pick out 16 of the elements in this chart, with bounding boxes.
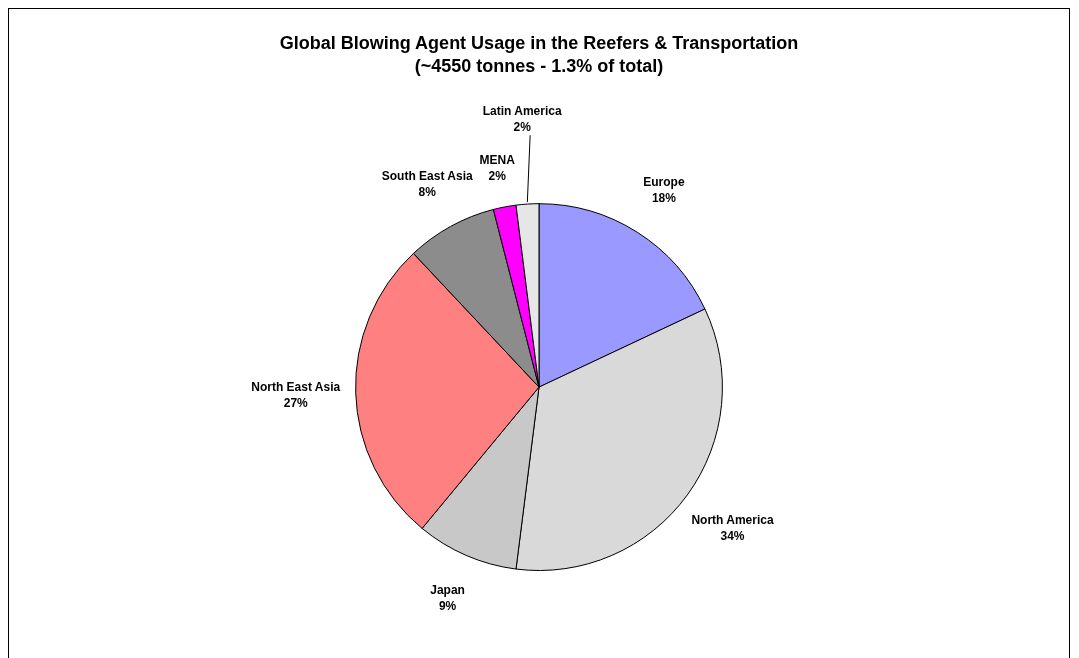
chart-title: Global Blowing Agent Usage in the Reefers & Transportation bbox=[279, 32, 799, 53]
slice-label: Japan bbox=[430, 583, 465, 598]
slice-label: MENA bbox=[479, 152, 516, 167]
data-label: 9% bbox=[438, 599, 457, 614]
data-label: 34% bbox=[720, 528, 745, 543]
data-label: 2% bbox=[488, 168, 507, 183]
chart-subtitle: (~4550 tonnes - 1.3% of total) bbox=[414, 56, 664, 77]
data-label: 18% bbox=[651, 191, 677, 206]
data-label: 2% bbox=[513, 120, 532, 135]
slice-label: Latin America bbox=[482, 104, 562, 119]
slice-label: Europe bbox=[643, 175, 685, 190]
slice-label: North America bbox=[691, 512, 774, 527]
slice-label: South East Asia bbox=[381, 168, 474, 183]
data-label: 8% bbox=[418, 184, 437, 199]
data-label: 27% bbox=[283, 395, 309, 410]
slice-label: North East Asia bbox=[251, 379, 341, 394]
